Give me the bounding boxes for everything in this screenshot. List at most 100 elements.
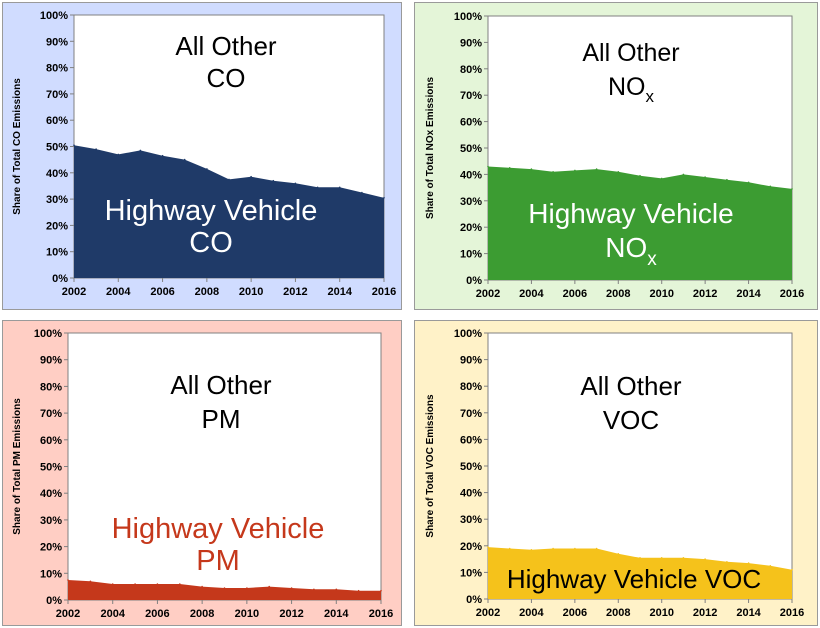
nox-highway-label-subscript: x (647, 249, 657, 270)
nox-ytick-label: 80% (460, 64, 482, 76)
pm-xtick-label: 2014 (324, 608, 349, 620)
nox-highway-label-line2: NOx (605, 232, 657, 270)
pm-highway-label-line2: PM (196, 545, 240, 577)
nox-ytick-label: 90% (460, 37, 482, 49)
pm-xtick-label: 2006 (145, 608, 169, 620)
pm-point-2006 (156, 583, 159, 585)
voc-ytick-label: 90% (460, 355, 482, 367)
voc-xtick-label: 2004 (519, 607, 544, 619)
voc-point-2012 (704, 558, 706, 560)
co-point-2016 (383, 197, 385, 199)
nox-point-2015 (769, 185, 772, 188)
voc-highway-label-line1: Highway Vehicle VOC (507, 564, 761, 594)
pm-point-2008 (201, 585, 203, 588)
co-xtick-label: 2016 (372, 286, 396, 298)
co-xtick-label: 2010 (239, 286, 263, 298)
nox-ytick-label: 20% (460, 222, 482, 234)
voc-all-other-label-line1: All Other (580, 371, 681, 401)
voc-point-2006 (574, 547, 576, 550)
voc-point-2010 (660, 557, 663, 559)
nox-xtick-label: 2014 (736, 288, 761, 300)
nox-point-2014 (747, 181, 750, 184)
co-ytick-label: 60% (46, 115, 68, 127)
voc-xtick-label: 2006 (563, 607, 587, 619)
co-highway-label-pollutant: CO (189, 227, 233, 259)
nox-highway-area (488, 166, 792, 280)
nox-point-2016 (791, 188, 793, 190)
voc-ytick-label: 100% (454, 328, 482, 340)
pm-point-2003 (89, 580, 92, 583)
pm-all-other-label-pollutant: PM (202, 404, 241, 434)
co-chart-svg: 0% 10% 20% 30% 40% 50% 60% 70% 80% 90% 100% 2002 200… (12, 10, 396, 298)
voc-ytick-label: 10% (460, 567, 482, 579)
nox-ytick-label: 60% (460, 117, 482, 129)
nox-point-2005 (552, 171, 554, 173)
pm-highway-label-line1: Highway Vehicle (112, 513, 325, 545)
co-xtick-label: 2006 (150, 286, 174, 298)
nox-chart-svg: 0% 10% 20% 30% 40% 50% 60% 70% 80% 90% 100% 2002 200… (425, 11, 804, 300)
voc-ytick-label: 70% (460, 408, 482, 420)
co-xtick-label: 2014 (327, 286, 352, 298)
voc-xtick-label: 2012 (693, 607, 717, 619)
nox-ytick-label: 40% (460, 169, 482, 181)
voc-xtick-label: 2016 (780, 607, 804, 619)
voc-point-2013 (726, 561, 728, 563)
pm-point-2007 (179, 583, 181, 585)
pm-highway-area (68, 580, 381, 600)
co-ytick-label: 20% (46, 220, 68, 232)
pm-y-axis-label: Share of Total PM Emissions (12, 398, 23, 535)
pm-xtick-label: 2016 (369, 608, 393, 620)
co-xtick-label: 2008 (195, 286, 219, 298)
co-point-2015 (361, 191, 363, 194)
nox-ytick-label: 100% (454, 11, 482, 23)
co-xtick-label: 2012 (283, 286, 307, 298)
pm-xtick-label: 2008 (190, 608, 214, 620)
co-y-axis-label: Share of Total CO Emissions (12, 78, 23, 215)
co-xtick-label: 2002 (62, 286, 86, 298)
voc-xtick-label: 2002 (476, 607, 500, 619)
nox-xtick-label: 2002 (476, 288, 500, 300)
nox-xtick-label: 2008 (606, 288, 630, 300)
nox-xtick-label: 2016 (780, 288, 804, 300)
nox-all-other-label-pollutant: NO (608, 73, 646, 101)
nox-highway-label-line1: Highway Vehicle (528, 198, 733, 229)
co-all-other-label-pollutant: CO (207, 63, 246, 93)
voc-chart-svg: 0% 10% 20% 30% 40% 50% 60% 70% 80% 90% 100% 2002 200… (425, 328, 804, 619)
pm-ytick-label: 60% (40, 435, 62, 447)
co-point-2009 (228, 178, 230, 181)
voc-point-2016 (791, 568, 793, 571)
pm-xtick-label: 2004 (100, 608, 125, 620)
nox-point-2013 (726, 178, 728, 181)
pm-ytick-label: 80% (40, 381, 62, 393)
nox-xtick-label: 2010 (649, 288, 673, 300)
pm-point-2005 (134, 583, 136, 585)
voc-ytick-label: 20% (460, 541, 482, 553)
co-ytick-label: 50% (46, 142, 68, 154)
pm-ytick-label: 100% (34, 328, 62, 340)
co-highway-label-line2: CO (189, 227, 233, 259)
voc-point-2008 (617, 553, 620, 555)
nox-ytick-label: 70% (460, 90, 482, 102)
co-point-2013 (316, 186, 319, 189)
nox-point-2011 (682, 173, 685, 176)
nox-point-2007 (595, 168, 598, 170)
voc-point-2003 (508, 547, 511, 550)
voc-y-axis-label: Share of Total VOC Emissions (425, 394, 436, 538)
nox-point-2009 (639, 174, 641, 177)
pm-point-2010 (246, 587, 248, 589)
co-ytick-label: 90% (46, 36, 68, 48)
nox-point-2010 (660, 177, 663, 180)
pm-all-other-label-line1: All Other (170, 370, 271, 400)
voc-point-2005 (552, 547, 554, 550)
pm-xtick-label: 2012 (279, 608, 303, 620)
voc-xtick-label: 2008 (606, 607, 630, 619)
pm-point-2009 (223, 587, 226, 589)
nox-xtick-label: 2012 (693, 288, 717, 300)
nox-ytick-label: 10% (460, 249, 482, 261)
co-point-2002 (73, 144, 75, 146)
voc-point-2007 (595, 547, 598, 550)
pm-ytick-label: 20% (40, 542, 62, 554)
co-highway-area (74, 145, 384, 278)
nox-xtick-label: 2006 (563, 288, 587, 300)
pm-ytick-label: 40% (40, 488, 62, 500)
